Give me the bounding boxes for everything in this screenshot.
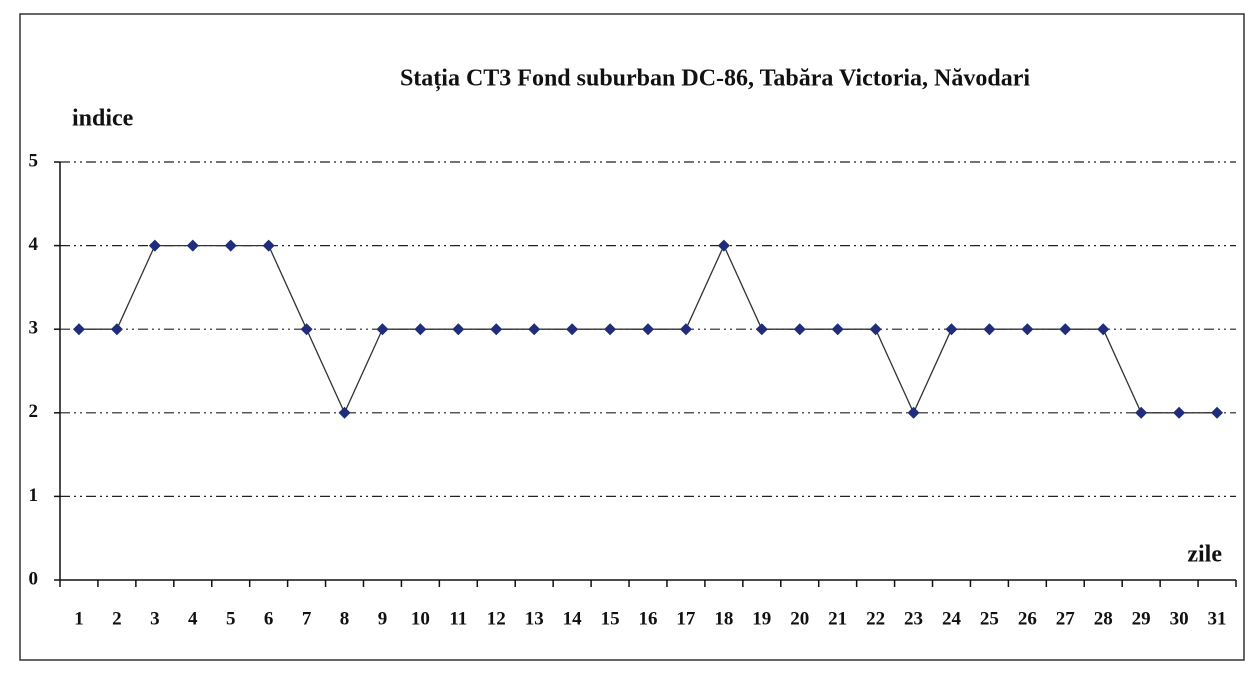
chart-title: Stația CT3 Fond suburban DC-86, Tabăra V… [400,66,1030,92]
y-tick-label: 2 [29,401,39,422]
marker [945,323,958,336]
x-tick-label: 2 [112,608,122,629]
x-tick-label: 18 [714,608,733,629]
x-tick-label: 15 [601,608,620,629]
x-tick-label: 22 [866,608,885,629]
marker [679,323,692,336]
marker [452,323,465,336]
x-tick-label: 3 [150,608,160,629]
marker [755,323,768,336]
x-tick-label: 14 [563,608,583,629]
x-tick-label: 1 [74,608,84,629]
marker [300,323,313,336]
x-tick-label: 19 [752,608,771,629]
marker [1135,406,1148,419]
marker [1059,323,1072,336]
y-tick-label: 4 [29,234,39,255]
x-tick-label: 5 [226,608,236,629]
marker [414,323,427,336]
marker [566,323,579,336]
x-tick-label: 12 [487,608,506,629]
x-tick-label: 21 [828,608,847,629]
x-tick-label: 30 [1170,608,1189,629]
marker [869,323,882,336]
x-tick-label: 17 [676,608,696,629]
y-tick-label: 5 [29,150,39,171]
marker [338,406,351,419]
marker [1173,406,1186,419]
marker [907,406,920,419]
x-tick-label: 13 [525,608,544,629]
marker [528,323,541,336]
x-tick-label: 25 [980,608,999,629]
y-tick-label: 3 [29,318,39,339]
x-tick-label: 6 [264,608,274,629]
marker [148,239,161,252]
marker [224,239,237,252]
x-tick-label: 31 [1208,608,1227,629]
marker [376,323,389,336]
y-tick-label: 1 [29,485,39,506]
x-tick-label: 10 [411,608,430,629]
marker [831,323,844,336]
x-tick-label: 28 [1094,608,1113,629]
marker [490,323,503,336]
x-tick-label: 9 [378,608,388,629]
y-axis-label: indice [72,106,134,132]
x-tick-label: 16 [639,608,658,629]
marker [110,323,123,336]
marker [793,323,806,336]
x-axis-label: zile [1187,542,1222,568]
x-tick-label: 11 [449,608,467,629]
marker [1021,323,1034,336]
marker [262,239,275,252]
x-tick-label: 7 [302,608,312,629]
marker [1211,406,1224,419]
marker [1097,323,1110,336]
x-tick-label: 26 [1018,608,1037,629]
x-tick-label: 20 [790,608,809,629]
marker [72,323,85,336]
y-tick-label: 0 [29,568,39,589]
x-tick-label: 29 [1132,608,1151,629]
chart-border [19,13,1245,661]
x-tick-label: 27 [1056,608,1076,629]
x-tick-label: 24 [942,608,962,629]
marker [186,239,199,252]
marker [642,323,654,336]
x-tick-label: 23 [904,608,923,629]
marker [604,323,617,336]
x-tick-label: 4 [188,608,198,629]
marker [717,239,730,252]
marker [983,323,996,336]
x-tick-label: 8 [340,608,350,629]
